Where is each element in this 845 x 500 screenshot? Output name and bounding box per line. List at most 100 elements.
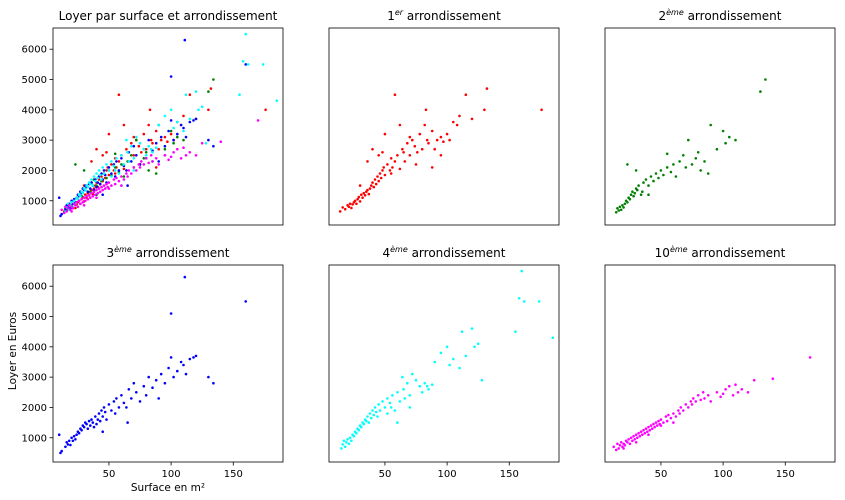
data-point — [135, 135, 138, 139]
x-tick-label: 100 — [162, 469, 181, 480]
title-superscript: ème — [390, 244, 408, 254]
data-point — [690, 403, 694, 406]
data-point — [103, 187, 107, 190]
data-point — [98, 190, 102, 193]
x-tick-label: 100 — [714, 469, 733, 480]
data-point — [644, 178, 648, 181]
data-point — [57, 196, 61, 199]
data-point — [167, 158, 170, 162]
data-point — [423, 123, 427, 127]
x-tick-label: 100 — [438, 469, 457, 480]
data-point — [117, 406, 121, 409]
data-point — [376, 175, 379, 178]
data-point — [647, 184, 650, 187]
data-point — [169, 312, 173, 315]
data-point — [637, 431, 640, 435]
data-point — [66, 207, 70, 210]
data-point — [425, 138, 429, 142]
data-point — [182, 114, 185, 118]
data-point — [125, 147, 128, 151]
data-point — [127, 388, 131, 391]
data-point — [75, 433, 78, 437]
data-point — [67, 204, 71, 207]
subplot-all-arrondissements: 1000 2000 3000 4000 5000 6000 Loyer par surfac… — [22, 9, 284, 226]
data-point — [84, 199, 87, 203]
data-point — [652, 179, 655, 183]
data-point — [275, 99, 279, 102]
data-point — [401, 147, 404, 151]
data-point — [740, 388, 744, 391]
data-point — [373, 178, 377, 181]
data-point — [659, 169, 663, 172]
data-point — [420, 391, 424, 394]
data-point — [626, 163, 629, 166]
data-point — [366, 160, 369, 163]
data-point — [154, 146, 158, 149]
data-point — [80, 197, 83, 201]
title-number: 4 — [382, 246, 390, 260]
data-point — [105, 163, 108, 166]
data-point — [627, 438, 630, 441]
data-point — [370, 184, 373, 187]
data-point — [402, 388, 405, 391]
data-point — [350, 439, 353, 443]
title-text: arrondissement — [132, 246, 230, 260]
data-point — [672, 163, 675, 166]
data-point — [719, 395, 722, 399]
data-point — [89, 424, 92, 427]
data-point — [212, 381, 215, 385]
data-point — [207, 108, 210, 112]
data-point — [363, 194, 367, 197]
data-point — [81, 191, 85, 195]
data-point — [163, 135, 167, 139]
data-point — [460, 330, 464, 334]
data-point — [192, 119, 195, 122]
data-point — [348, 202, 352, 206]
data-point — [687, 406, 690, 409]
data-point — [176, 147, 179, 151]
data-point — [647, 193, 650, 196]
subplot-title: 4ème arrondissement — [382, 244, 505, 260]
data-point — [107, 166, 111, 169]
data-point — [132, 144, 136, 148]
data-point — [90, 191, 93, 195]
data-point — [182, 126, 185, 130]
data-point — [416, 151, 419, 154]
data-point — [381, 169, 384, 172]
data-point — [149, 147, 153, 151]
y-tick-label: 5000 — [22, 75, 47, 86]
data-point — [261, 63, 265, 66]
data-point — [355, 202, 358, 206]
data-point — [140, 160, 143, 163]
data-point — [378, 172, 382, 175]
plot-frame — [52, 27, 284, 226]
data-point — [117, 169, 121, 172]
data-point — [636, 436, 639, 440]
data-point — [151, 151, 154, 154]
data-point — [179, 123, 183, 127]
data-point — [117, 93, 121, 96]
x-tick-label: 150 — [776, 469, 795, 480]
data-point — [107, 132, 111, 136]
data-point — [694, 157, 698, 160]
data-point — [378, 409, 382, 412]
data-point — [184, 372, 188, 376]
data-point — [138, 141, 142, 145]
data-point — [759, 90, 762, 93]
data-point — [423, 381, 427, 385]
data-point — [246, 63, 250, 66]
data-point — [551, 336, 555, 340]
data-point — [367, 421, 371, 424]
data-point — [101, 430, 104, 434]
x-tick-label: 50 — [103, 469, 116, 480]
data-point — [657, 419, 660, 423]
data-point — [724, 388, 727, 391]
data-point — [130, 154, 133, 157]
data-point — [411, 372, 414, 376]
data-point — [341, 443, 345, 446]
data-point — [197, 108, 200, 112]
data-point — [144, 154, 148, 157]
data-point — [169, 155, 173, 159]
data-point — [629, 193, 633, 196]
data-point — [192, 356, 195, 359]
